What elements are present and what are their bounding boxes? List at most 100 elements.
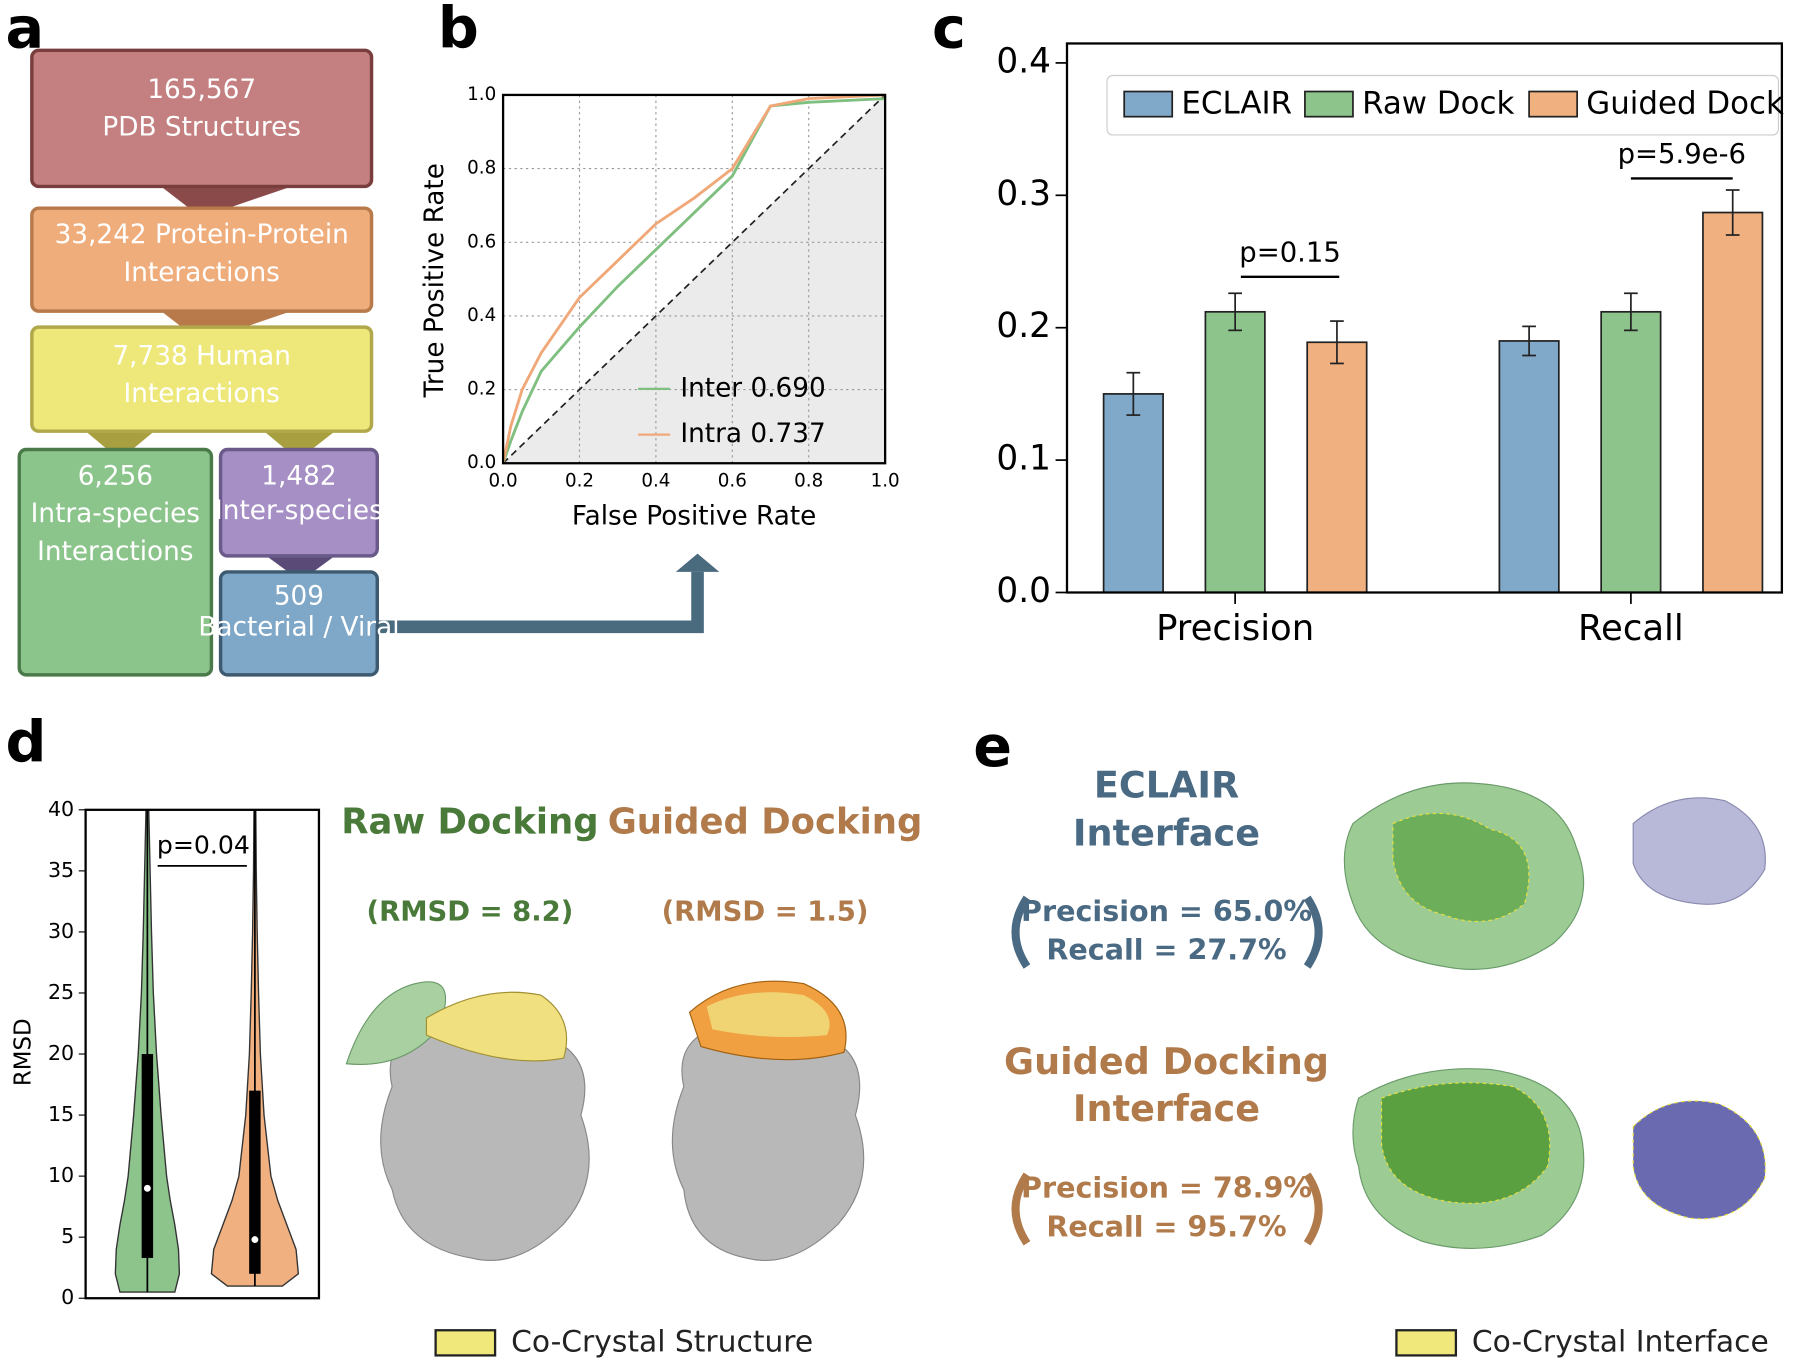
- bar: [1702, 211, 1764, 594]
- interface-patch: [1392, 812, 1530, 923]
- flow-text: 1,482: [261, 461, 336, 491]
- legend-box: [1106, 74, 1780, 136]
- panel-label: c: [932, 0, 966, 62]
- flow-text: Intra-species: [31, 499, 200, 529]
- y-tick-label: 0.0: [467, 452, 496, 473]
- x-axis-label: False Positive Rate: [572, 502, 816, 532]
- y-tick-label: 10: [48, 1163, 74, 1187]
- flow-box: [17, 447, 214, 677]
- flow-box: [30, 48, 374, 189]
- x-tick-label: 0.0: [489, 471, 518, 492]
- interface-texts: ECLAIR Interface Precision = 65.0% Recal…: [1004, 763, 1769, 1359]
- metric: Recall = 27.7%: [1046, 933, 1286, 967]
- arrow: [675, 553, 720, 572]
- x-tick-label: 0.6: [718, 471, 747, 492]
- bracket: [1303, 895, 1323, 969]
- y-tick-label: 0.3: [996, 174, 1051, 214]
- bracket: [1011, 1172, 1031, 1246]
- legend-label: Raw Dock: [1362, 86, 1514, 122]
- legend-swatch: [1123, 90, 1174, 118]
- flow-text: Interactions: [124, 258, 280, 288]
- y-tick-label: 0: [61, 1285, 74, 1309]
- rmsd-label: (RMSD = 8.2): [367, 896, 574, 927]
- plot-frame: [1065, 42, 1784, 594]
- y-tick-label: 40: [48, 797, 74, 821]
- panel-label: d: [6, 709, 47, 775]
- y-axis-label: RMSD: [10, 1018, 36, 1086]
- interface-title: ECLAIR: [1094, 763, 1239, 806]
- interface-title: Interface: [1073, 811, 1260, 854]
- flow-box: [218, 447, 379, 558]
- ribbon: [425, 991, 568, 1062]
- flow-text: Inter-species: [215, 496, 383, 526]
- legend-label: Co-Crystal Interface: [1472, 1324, 1769, 1359]
- arrow: [264, 431, 335, 460]
- x-tick-label: 0.4: [641, 471, 670, 492]
- y-axis-label: True Positive Rate: [420, 163, 450, 398]
- x-tick-label: Precision: [1156, 608, 1314, 649]
- error-bar: [1624, 292, 1638, 332]
- flow-text: Interactions: [124, 379, 280, 409]
- panel-label: e: [973, 714, 1012, 780]
- y-tick-label: 0.2: [467, 379, 496, 400]
- roc-curve: [501, 93, 886, 464]
- flow-box: [218, 570, 379, 677]
- legend-label: ECLAIR: [1181, 86, 1292, 122]
- protein-surface: [1632, 1100, 1766, 1220]
- arrow: [377, 571, 704, 634]
- bar: [1600, 310, 1662, 594]
- ribbon: [706, 992, 830, 1038]
- y-tick-label: 25: [48, 980, 74, 1004]
- y-tick-label: 1.0: [467, 84, 496, 105]
- bar: [1204, 310, 1266, 594]
- flow-box: [30, 325, 374, 433]
- arrow: [266, 555, 335, 582]
- legend-swatch: [1395, 1329, 1458, 1357]
- ribbon: [345, 981, 447, 1065]
- docking-title: Guided Docking: [608, 802, 923, 843]
- metric: Recall = 95.7%: [1046, 1209, 1286, 1243]
- y-tick-label: 0.4: [996, 41, 1051, 81]
- interface-patch: [1380, 1082, 1551, 1204]
- iqr-box: [249, 1090, 261, 1274]
- iqr-box: [141, 1054, 154, 1258]
- bar: [1102, 393, 1164, 594]
- y-tick-label: 15: [48, 1102, 74, 1126]
- error-bar: [1725, 189, 1740, 236]
- legend-label: Inter 0.690: [680, 373, 825, 403]
- metric: Precision = 78.9%: [1021, 1171, 1312, 1205]
- docking-texts: Raw Docking Guided Docking (RMSD = 8.2) …: [341, 802, 922, 1360]
- protein-surface: [1632, 797, 1766, 905]
- p-value: p=0.15: [1239, 237, 1341, 268]
- flow-text: 7,738 Human: [112, 341, 290, 371]
- flow-text: 6,256: [78, 461, 153, 491]
- error-bar: [1330, 320, 1344, 365]
- docking-images: [345, 980, 865, 1357]
- y-tick-label: 35: [48, 858, 74, 882]
- legend-label: Guided Dock: [1586, 86, 1784, 122]
- panel-label: b: [438, 0, 479, 62]
- y-tick-label: 0.2: [996, 306, 1051, 346]
- p-value: p=0.04: [157, 830, 250, 859]
- x-tick-label: 0.2: [565, 471, 594, 492]
- x-tick-label: 0.8: [794, 471, 823, 492]
- legend-label: Co-Crystal Structure: [511, 1324, 813, 1359]
- bracket: [1303, 1172, 1323, 1246]
- flow-text: 33,242 Protein-Protein: [55, 220, 349, 250]
- error-bar: [1228, 292, 1242, 332]
- x-tick-label: Recall: [1578, 608, 1684, 649]
- p-bg: [155, 830, 252, 863]
- interface-title: Guided Docking: [1004, 1040, 1329, 1083]
- bracket: [1011, 895, 1031, 969]
- y-tick-label: 0.4: [467, 305, 496, 326]
- interface-images: [1011, 782, 1766, 1357]
- flow-text: Bacterial / Viral: [198, 612, 399, 642]
- error-bar: [1126, 371, 1141, 416]
- plot-frame: [501, 93, 887, 465]
- flow-box: [30, 206, 374, 313]
- plot-frame: [84, 808, 321, 1300]
- error-bar: [1522, 325, 1536, 357]
- median: [251, 1236, 259, 1244]
